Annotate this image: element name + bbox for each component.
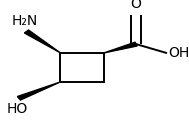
- Text: H₂N: H₂N: [12, 14, 38, 28]
- Text: HO: HO: [6, 102, 28, 116]
- Text: OH: OH: [168, 46, 189, 60]
- Polygon shape: [104, 42, 137, 53]
- Polygon shape: [17, 82, 60, 100]
- Text: O: O: [131, 0, 142, 11]
- Polygon shape: [24, 30, 60, 53]
